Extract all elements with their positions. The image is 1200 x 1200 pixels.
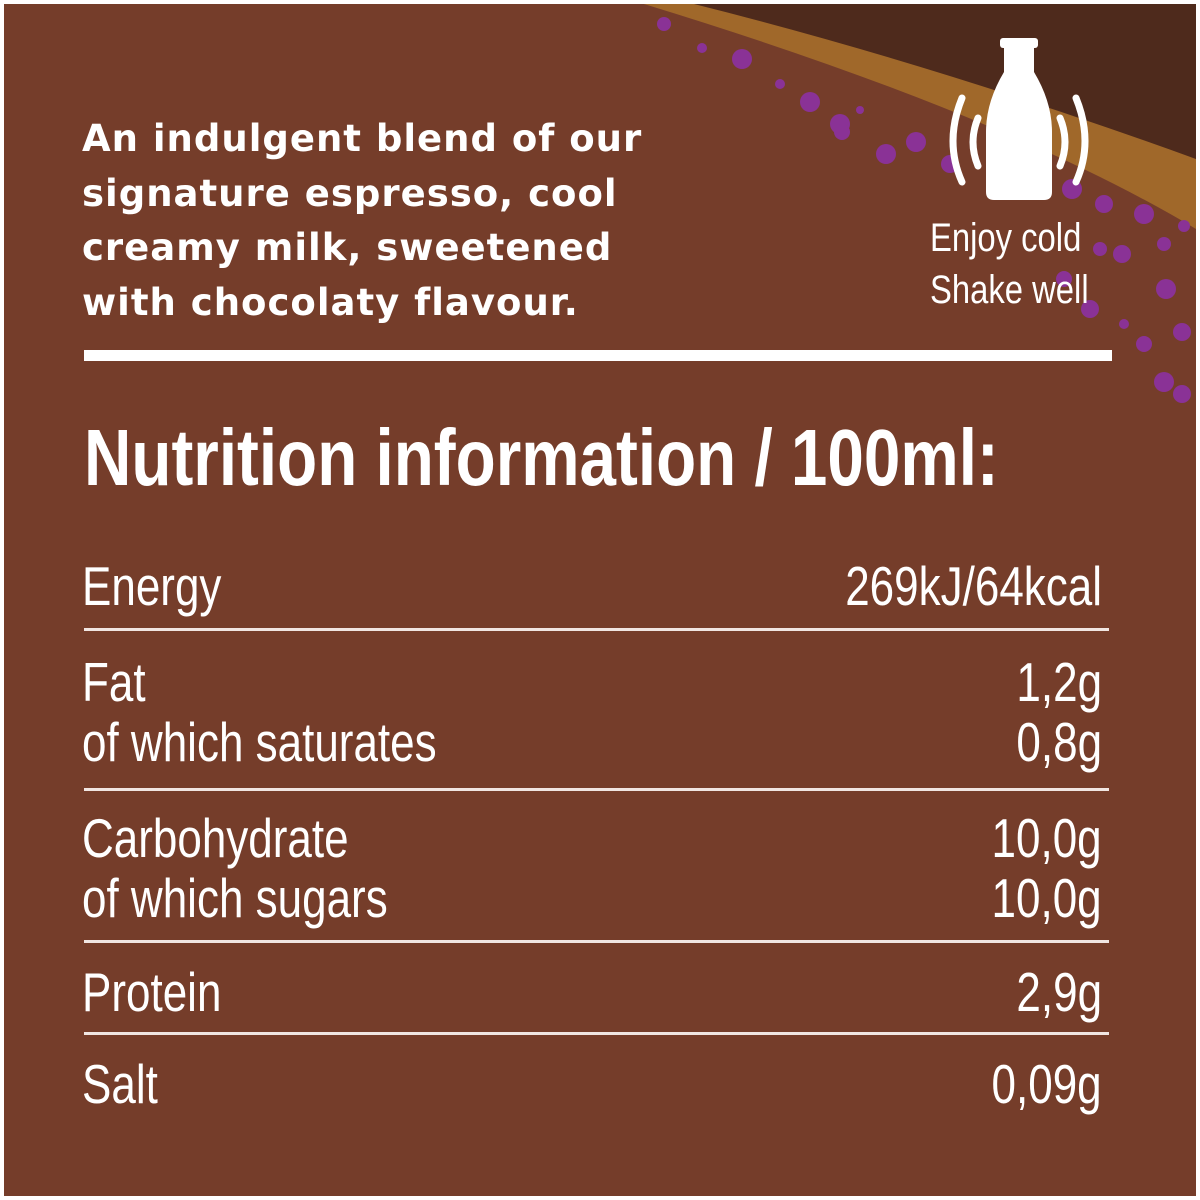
row-value: 10,0g (991, 867, 1102, 929)
label-panel: An indulgent blend of our signature espr… (4, 4, 1196, 1196)
section-divider (84, 350, 1112, 361)
nutrition-title: Nutrition information / 100ml: (84, 413, 999, 502)
row-value: 0,8g (1016, 711, 1102, 773)
row-label: Salt (82, 1053, 158, 1115)
row-divider (84, 628, 1109, 631)
decorative-swoosh-bubbles (644, 4, 1196, 403)
row-divider (84, 940, 1109, 943)
shaking-bottle-icon (949, 38, 1089, 200)
row-divider (84, 788, 1109, 791)
row-value: 2,9g (1016, 961, 1102, 1023)
row-label: Carbohydrate (82, 807, 349, 869)
hint-enjoy-cold: Enjoy cold (930, 216, 1082, 260)
product-description: An indulgent blend of our signature espr… (82, 112, 642, 330)
description-line: signature espresso, cool (82, 171, 618, 215)
serving-hints: Enjoy cold Shake well (930, 212, 1089, 316)
description-line: with chocolaty flavour. (82, 280, 579, 324)
description-line: creamy milk, sweetened (82, 226, 613, 269)
row-value: 0,09g (991, 1053, 1102, 1115)
row-label: of which sugars (82, 867, 388, 929)
row-value: 10,0g (991, 807, 1102, 869)
row-label: Energy (82, 555, 222, 617)
row-label: of which saturates (82, 711, 437, 773)
row-label: Protein (82, 961, 222, 1023)
description-line: An indulgent blend of our (82, 117, 643, 160)
row-label: Fat (82, 651, 146, 713)
row-value: 269kJ/64kcal (845, 555, 1102, 617)
hint-shake-well: Shake well (930, 268, 1089, 312)
row-value: 1,2g (1016, 651, 1102, 713)
row-divider (84, 1032, 1109, 1035)
